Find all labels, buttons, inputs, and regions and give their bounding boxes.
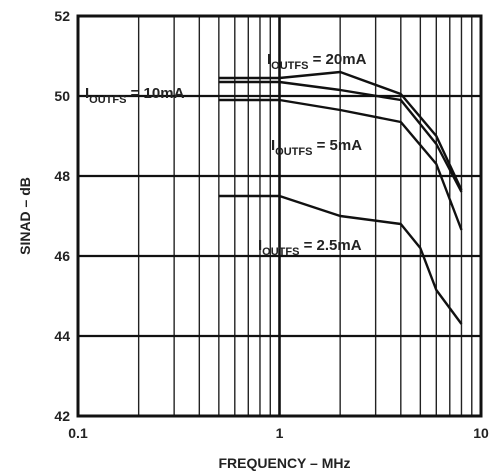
- y-tick-label: 44: [54, 328, 70, 344]
- annotation-symbol: I: [267, 51, 271, 68]
- series-annotation: IOUTFS = 2.5mA: [258, 237, 362, 258]
- x-tick-label: 0.1: [68, 425, 88, 441]
- y-tick-label: 52: [54, 8, 70, 24]
- y-axis-label: SINAD – dB: [17, 177, 33, 255]
- series-lines: [218, 70, 463, 325]
- series-line-1: [218, 80, 463, 193]
- grid: [78, 14, 481, 418]
- annotation-subscript: OUTFS: [275, 146, 312, 158]
- annotation-subscript: OUTFS: [262, 246, 299, 258]
- series-annotation: IOUTFS = 20mA: [267, 51, 367, 72]
- annotation-subscript: OUTFS: [89, 94, 126, 106]
- annotation-value: = 2.5mA: [299, 237, 361, 254]
- annotation-symbol: I: [85, 85, 89, 102]
- annotation-symbol: I: [258, 237, 262, 254]
- series-line-0: [218, 70, 463, 191]
- annotation-subscript: OUTFS: [271, 60, 308, 72]
- plot-frame: [76, 14, 483, 418]
- annotation-value: = 5mA: [312, 137, 362, 154]
- x-tick-label: 1: [276, 425, 284, 441]
- tick-labels: 0.1 1 10 42 44 46 48 50 52: [54, 8, 489, 441]
- series-annotation: IOUTFS = 10mA: [85, 85, 185, 106]
- y-tick-label: 48: [54, 168, 70, 184]
- y-tick-label: 46: [54, 248, 70, 264]
- y-tick-label: 42: [54, 408, 70, 424]
- annotation-value: = 10mA: [126, 85, 184, 102]
- x-tick-label: 10: [473, 425, 489, 441]
- x-axis-label: FREQUENCY – MHz: [219, 455, 351, 471]
- series-annotation: IOUTFS = 5mA: [271, 137, 362, 158]
- annotation-value: = 20mA: [308, 51, 366, 68]
- series-line-3: [218, 194, 463, 325]
- y-tick-label: 50: [54, 88, 70, 104]
- annotation-symbol: I: [271, 137, 275, 154]
- series-line-2: [218, 98, 463, 231]
